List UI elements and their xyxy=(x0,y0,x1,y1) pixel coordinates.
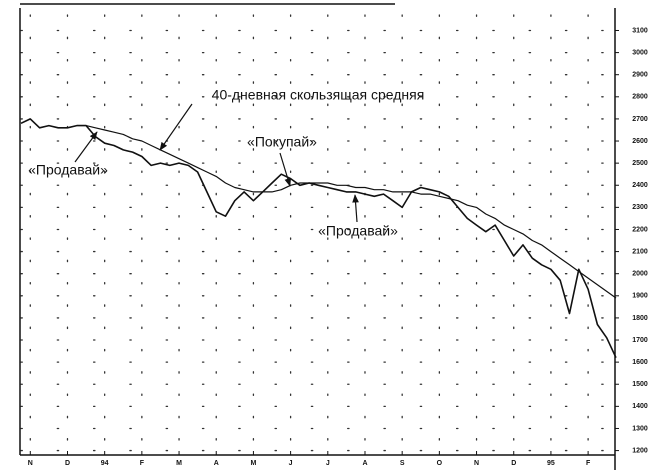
x-tick-label: N xyxy=(474,460,479,467)
y-tick-label: 1500 xyxy=(632,381,648,388)
x-tick-label: S xyxy=(400,460,405,467)
y-tick-label: 2400 xyxy=(632,182,648,189)
y-tick-label: 1800 xyxy=(632,315,648,322)
x-tick-label: 94 xyxy=(101,460,109,467)
moving-average-line xyxy=(85,125,617,299)
y-tick-label: 1400 xyxy=(632,403,648,410)
x-tick-label: A xyxy=(214,460,219,467)
y-tick-label: 2500 xyxy=(632,160,648,167)
annotation: «Продавай» xyxy=(318,223,398,239)
y-tick-label: 2900 xyxy=(632,72,648,79)
price-line xyxy=(20,118,617,359)
x-tick-label: M xyxy=(251,460,257,467)
x-tick-label: F xyxy=(586,460,591,467)
x-tick-label: A xyxy=(362,460,367,467)
y-tick-label: 3000 xyxy=(632,49,648,56)
y-tick-label: 3100 xyxy=(632,27,648,34)
y-tick-label: 2700 xyxy=(632,116,648,123)
y-tick-label: 2000 xyxy=(632,271,648,278)
x-tick-label: M xyxy=(176,460,182,467)
x-tick-label: O xyxy=(437,460,443,467)
x-tick-label: D xyxy=(511,460,516,467)
y-tick-label: 1600 xyxy=(632,359,648,366)
y-tick-label: 1700 xyxy=(632,337,648,344)
y-tick-label: 1200 xyxy=(632,447,648,454)
x-tick-label: D xyxy=(65,460,70,467)
y-tick-label: 2200 xyxy=(632,226,648,233)
x-tick-label: J xyxy=(289,460,293,467)
annotation-arrow xyxy=(352,194,359,223)
annotation: «Покупай» xyxy=(247,134,317,150)
x-tick-label: N xyxy=(28,460,33,467)
annotation-arrow xyxy=(159,103,193,151)
y-tick-label: 1900 xyxy=(632,293,648,300)
y-tick-label: 2800 xyxy=(632,94,648,101)
y-tick-label: 2100 xyxy=(632,248,648,255)
annotation-arrow xyxy=(279,152,292,187)
y-tick-label: 1300 xyxy=(632,425,648,432)
x-tick-label: F xyxy=(140,460,145,467)
annotation: 40-дневная скользящая средняя xyxy=(212,87,425,103)
y-tick-label: 2600 xyxy=(632,138,648,145)
annotation-arrow xyxy=(74,131,98,163)
y-tick-label: 2300 xyxy=(632,204,648,211)
x-tick-label: 95 xyxy=(547,460,555,467)
x-tick-label: J xyxy=(326,460,330,467)
annotation: «Продавай» xyxy=(28,162,108,178)
